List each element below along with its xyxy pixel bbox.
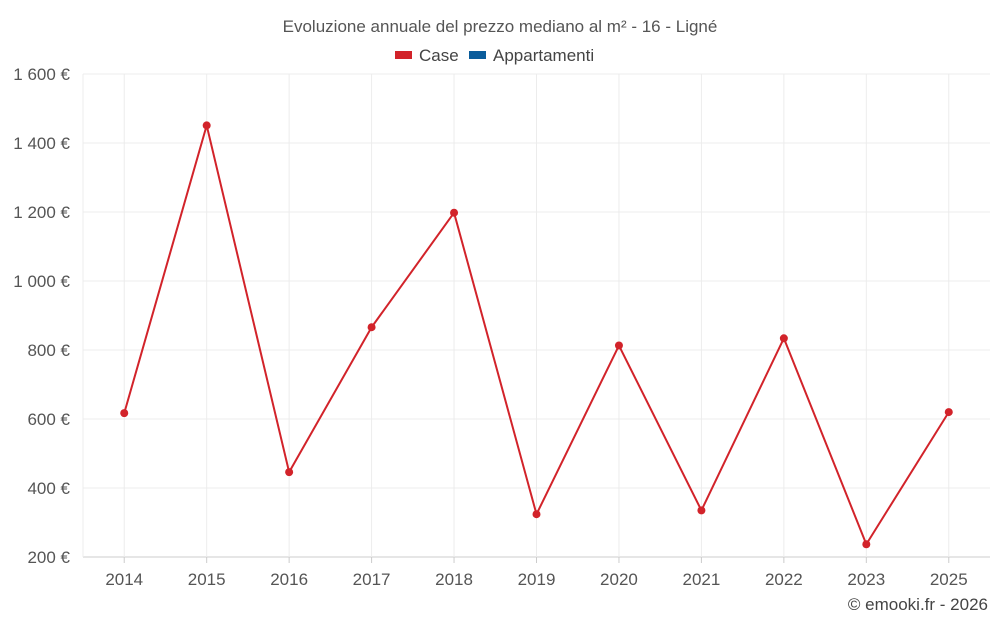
data-point[interactable] xyxy=(532,510,541,519)
chart-title: Evoluzione annuale del prezzo mediano al… xyxy=(283,17,718,36)
data-point[interactable] xyxy=(944,408,953,417)
x-tick-label: 2015 xyxy=(188,570,226,589)
series xyxy=(120,121,953,549)
data-point[interactable] xyxy=(202,121,211,130)
y-axis: 200 € 400 € 600 € 800 € 1 000 € 1 200 € 1 400 … xyxy=(13,65,70,567)
x-axis: 2014 2015 2016 2017 2018 2019 2020 2021 2022 2023… xyxy=(105,557,968,589)
x-tick-label: 2019 xyxy=(518,570,556,589)
x-tick-label: 2014 xyxy=(105,570,143,589)
y-tick-label: 1 000 € xyxy=(13,272,70,291)
data-point[interactable] xyxy=(450,208,459,217)
legend-label-appartamenti: Appartamenti xyxy=(493,46,594,65)
y-tick-label: 200 € xyxy=(27,548,70,567)
y-tick-label: 600 € xyxy=(27,410,70,429)
data-point[interactable] xyxy=(285,468,294,477)
legend-label-case: Case xyxy=(419,46,459,65)
legend: Case Appartamenti xyxy=(395,46,594,65)
x-tick-label: 2021 xyxy=(682,570,720,589)
x-tick-label: 2025 xyxy=(930,570,968,589)
x-tick-label: 2023 xyxy=(847,570,885,589)
y-tick-label: 800 € xyxy=(27,341,70,360)
x-tick-label: 2018 xyxy=(435,570,473,589)
y-tick-label: 1 400 € xyxy=(13,134,70,153)
data-point[interactable] xyxy=(367,323,376,332)
data-point[interactable] xyxy=(697,506,706,515)
y-tick-label: 1 600 € xyxy=(13,65,70,84)
x-tick-label: 2017 xyxy=(353,570,391,589)
legend-swatch-case xyxy=(395,51,412,59)
grid xyxy=(82,73,990,558)
data-point[interactable] xyxy=(614,341,623,350)
legend-item-appartamenti[interactable]: Appartamenti xyxy=(469,46,594,65)
data-point[interactable] xyxy=(779,334,788,343)
y-tick-label: 400 € xyxy=(27,479,70,498)
legend-item-case[interactable]: Case xyxy=(395,46,459,65)
y-tick-label: 1 200 € xyxy=(13,203,70,222)
credit: © emooki.fr - 2026 xyxy=(848,595,988,614)
x-tick-label: 2016 xyxy=(270,570,308,589)
legend-swatch-appartamenti xyxy=(469,51,486,59)
x-tick-label: 2022 xyxy=(765,570,803,589)
data-point[interactable] xyxy=(862,540,871,549)
x-tick-label: 2020 xyxy=(600,570,638,589)
data-point[interactable] xyxy=(120,409,129,418)
